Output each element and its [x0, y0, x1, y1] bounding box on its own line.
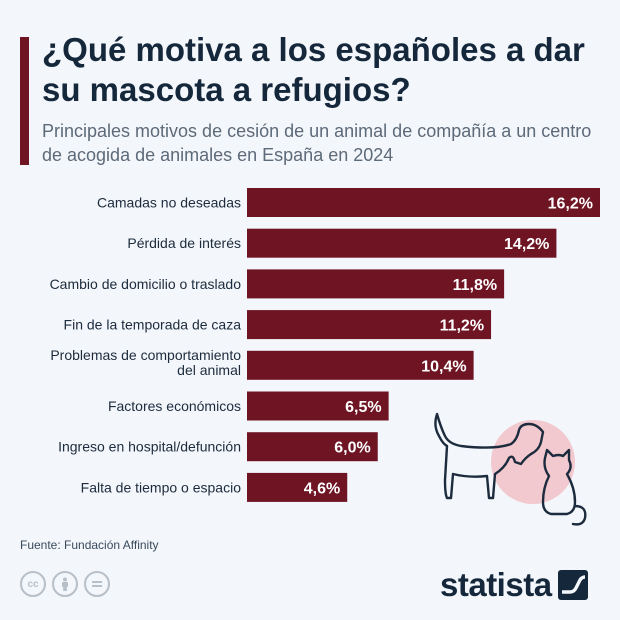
bar	[247, 432, 378, 462]
category-label: Factores económicos	[108, 398, 241, 414]
bar	[247, 350, 474, 380]
category-label: Problemas de comportamiento del animal	[50, 347, 241, 378]
bar-value-label: 10,4%	[421, 358, 466, 375]
attribution-icon[interactable]	[52, 571, 78, 597]
bar-value-label: 14,2%	[504, 236, 549, 253]
dog-and-cat-illustration	[434, 412, 587, 526]
bar	[247, 472, 348, 502]
license-icons: cc	[20, 571, 110, 597]
bar-value-label: 6,0%	[334, 440, 370, 457]
statista-logo-icon	[557, 570, 588, 600]
bar	[247, 269, 505, 299]
category-label: Falta de tiempo o espacio	[81, 479, 242, 495]
source-note: Fuente: Fundación Affinity	[20, 538, 159, 552]
brand-name: statista	[440, 566, 552, 603]
title-accent-bar	[20, 37, 29, 165]
category-label: Cambio de domicilio o traslado	[50, 276, 242, 292]
bar-value-label: 16,2%	[548, 196, 593, 213]
bar-value-label: 4,6%	[304, 480, 340, 497]
category-label: Fin de la temporada de caza	[64, 317, 242, 333]
bar	[247, 391, 389, 421]
category-label: Camadas no deseadas	[97, 195, 241, 211]
bar-value-label: 11,2%	[440, 318, 484, 335]
chart-title: ¿Qué motiva a los españoles a dar su mas…	[42, 31, 585, 108]
bar	[247, 310, 492, 340]
category-label: Ingreso en hospital/defunción	[58, 439, 241, 455]
bar	[247, 228, 557, 258]
dog-outline	[434, 412, 545, 500]
bar	[247, 188, 600, 217]
no-derivatives-icon[interactable]	[84, 571, 110, 597]
creative-commons-icon[interactable]: cc	[20, 571, 46, 597]
category-label: Pérdida de interés	[127, 235, 241, 251]
bar-value-label: 11,8%	[453, 277, 497, 294]
statista-brand[interactable]: statista	[440, 566, 588, 604]
illustration-circle	[491, 420, 575, 504]
cat-outline	[541, 448, 587, 526]
chart-subtitle: Principales motivos de cesión de un anim…	[42, 121, 592, 165]
bar-value-label: 6,5%	[345, 399, 381, 416]
